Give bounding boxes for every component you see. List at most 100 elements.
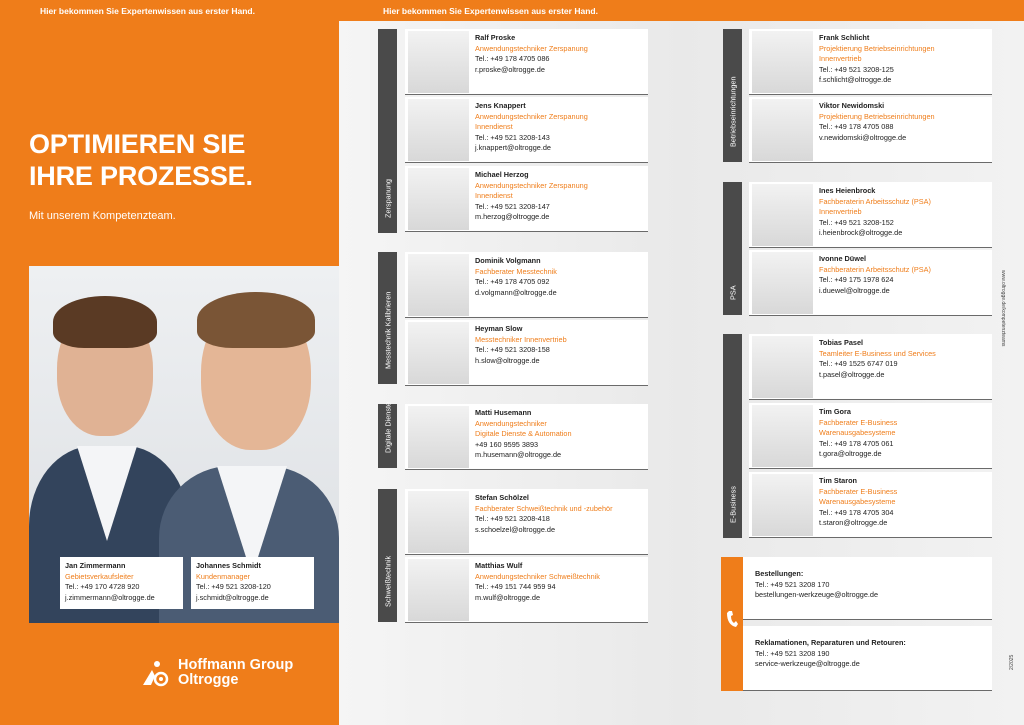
email-jan[interactable]: j.zimmermann@oltrogge.de (65, 592, 155, 602)
portrait-photo (752, 184, 813, 246)
contact-email[interactable]: i.duewel@oltrogge.de (819, 285, 890, 295)
contact-role2: Innendienst (475, 191, 513, 201)
contact-tel: Tel.: +49 178 4705 088 (819, 122, 894, 132)
contact-name: Dominik Volgmann (475, 256, 541, 265)
contact-email[interactable]: m.wulf@oltrogge.de (475, 592, 541, 602)
group-messtechnik: Messtechnik Kalibrieren (378, 252, 648, 384)
portrait-photo (408, 559, 469, 621)
contact-info: Tobias Pasel Teamleiter E-Business und Se… (819, 338, 989, 380)
role-johannes: Kundenmanager (196, 571, 250, 581)
contact-tel: Tel.: +49 521 3208-418 (475, 514, 550, 524)
headline: OPTIMIEREN SIE IHRE PROZESSE. (29, 128, 329, 192)
orders-card: Bestellungen: Tel.: +49 521 3208 170 bes… (743, 557, 992, 620)
hoffmann-logo-icon (143, 661, 169, 687)
contact-info: Frank Schlicht Projektierung Betriebseinr… (819, 33, 989, 86)
contact-email[interactable]: i.heienbrock@oltrogge.de (819, 228, 903, 238)
phone-icon (727, 611, 738, 627)
orders-tel: Tel.: +49 521 3208 170 (755, 579, 830, 589)
contact-card: Viktor Newidomski Projektierung Betriebse… (749, 97, 992, 163)
contact-card: Matthias Wulf Anwendungstechniker Schweiß… (405, 557, 648, 623)
portrait-photo (408, 491, 469, 553)
group-label: E-Business (728, 486, 737, 523)
orders-email[interactable]: bestellungen-werkzeuge@oltrogge.de (755, 590, 879, 600)
contact-email[interactable]: v.newidomski@oltrogge.de (819, 132, 907, 142)
portrait-photo (408, 322, 469, 384)
contact-email[interactable]: m.husemann@oltrogge.de (475, 450, 562, 460)
group-zerspanung: Zerspanung (378, 29, 648, 233)
contact-name: Stefan Schölzel (475, 493, 529, 502)
group-label: Schweißtechnik (383, 555, 392, 607)
contact-tel: Tel.: +49 151 744 959 94 (475, 582, 556, 592)
portrait-photo (752, 336, 813, 398)
name-jan: Jan Zimmermann (65, 561, 126, 570)
contact-email[interactable]: d.volgmann@oltrogge.de (475, 287, 557, 297)
logo-line1: Hoffmann Group (178, 657, 294, 673)
contact-info: Ines Heienbrock Fachberaterin Arbeitsschu… (819, 186, 989, 239)
contact-email[interactable]: t.pasel@oltrogge.de (819, 369, 885, 379)
contact-tel: Tel.: +49 521 3208-158 (475, 345, 550, 355)
name-johannes: Johannes Schmidt (196, 561, 261, 570)
contact-name: Ralf Proske (475, 33, 516, 42)
portrait-photo (752, 474, 813, 536)
contact-info: Dominik Volgmann Fachberater Messtechnik T… (475, 256, 645, 298)
tagline-left: Hier bekommen Sie Expertenwissen aus ers… (40, 6, 255, 16)
contact-email[interactable]: h.slow@oltrogge.de (475, 355, 540, 365)
portrait-photo (408, 254, 469, 316)
contact-info: Matti Husemann Anwendungstechniker Digital… (475, 408, 645, 461)
contact-role: Fachberater Schweißtechnik und -zubehör (475, 503, 613, 513)
tel-johannes: Tel.: +49 521 3208-120 (196, 582, 271, 591)
contact-email[interactable]: s.schoelzel@oltrogge.de (475, 524, 556, 534)
contact-name: Ines Heienbrock (819, 186, 876, 195)
contact-email[interactable]: j.knappert@oltrogge.de (475, 143, 551, 153)
contact-role: Anwendungstechniker Zerspanung (475, 111, 588, 121)
group-label-bar: Digitale Dienste (378, 402, 397, 468)
portrait-photo (752, 405, 813, 467)
contact-email[interactable]: t.gora@oltrogge.de (819, 449, 882, 459)
contact-info: Heyman Slow Messtechniker Innenvertrieb Te… (475, 324, 645, 366)
contact-card: Tobias Pasel Teamleiter E-Business und Se… (749, 334, 992, 400)
contact-name: Matti Husemann (475, 408, 532, 417)
group-label-bar: Messtechnik Kalibrieren (378, 252, 397, 384)
group-betrieb: Betriebseinrichtungen (723, 29, 993, 162)
contact-email[interactable]: r.proske@oltrogge.de (475, 64, 545, 74)
contact-tel: Tel.: +49 1525 6747 019 (819, 359, 898, 369)
name-card-jan: Jan Zimmermann Gebietsverkaufsleiter Tel… (60, 557, 183, 609)
contact-name: Heyman Slow (475, 324, 523, 333)
contact-card: Heyman Slow Messtechniker Innenvertrieb Te… (405, 320, 648, 386)
johannes-hair (197, 292, 315, 348)
contact-tel: Tel.: +49 178 4705 304 (819, 507, 894, 517)
contact-card: Tim Gora Fachberater E-Business Warenausga… (749, 403, 992, 469)
contact-email[interactable]: t.staron@oltrogge.de (819, 518, 888, 528)
contact-tel: Tel.: +49 521 3208-125 (819, 64, 894, 74)
contact-card: Jens Knappert Anwendungstechniker Zerspan… (405, 97, 648, 163)
contact-card: Frank Schlicht Projektierung Betriebseinr… (749, 29, 992, 95)
portrait-photo (408, 168, 469, 230)
service-email[interactable]: service-werkzeuge@oltrogge.de (755, 659, 860, 669)
contact-email[interactable]: m.herzog@oltrogge.de (475, 212, 550, 222)
portrait-photo (408, 99, 469, 161)
contact-role2: Innendienst (475, 122, 513, 132)
portrait-photo (408, 31, 469, 93)
contact-card: Stefan Schölzel Fachberater Schweißtechni… (405, 489, 648, 555)
contact-role2: Warenausgabesysteme (819, 428, 896, 438)
contact-role: Messtechniker Innenvertrieb (475, 334, 567, 344)
contact-name: Ivonne Düwel (819, 254, 867, 263)
contact-tel: +49 160 9595 3893 (475, 439, 539, 449)
contact-tel: Tel.: +49 521 3208-147 (475, 201, 550, 211)
contact-info: Ralf Proske Anwendungstechniker Zerspanun… (475, 33, 645, 75)
contact-card: Michael Herzog Anwendungstechniker Zerspa… (405, 166, 648, 232)
group-schweisstechnik: Schweißtechnik (378, 489, 648, 622)
orders-title: Bestellungen: (755, 569, 804, 578)
email-johannes[interactable]: j.schmidt@oltrogge.de (196, 592, 269, 602)
group-label: PSA (728, 285, 737, 300)
contact-info: Tim Gora Fachberater E-Business Warenausga… (819, 407, 989, 460)
contact-name: Michael Herzog (475, 170, 529, 179)
contact-role: Teamleiter E-Business und Services (819, 348, 936, 358)
contact-email[interactable]: f.schlicht@oltrogge.de (819, 75, 892, 85)
contact-info: Jens Knappert Anwendungstechniker Zerspan… (475, 101, 645, 154)
contact-info: Ivonne Düwel Fachberaterin Arbeitsschutz … (819, 254, 989, 296)
company-logo: Hoffmann Group Oltrogge (140, 658, 293, 688)
group-label-bar: Betriebseinrichtungen (723, 29, 742, 162)
contact-name: Jens Knappert (475, 101, 526, 110)
contact-card: Dominik Volgmann Fachberater Messtechnik T… (405, 252, 648, 318)
